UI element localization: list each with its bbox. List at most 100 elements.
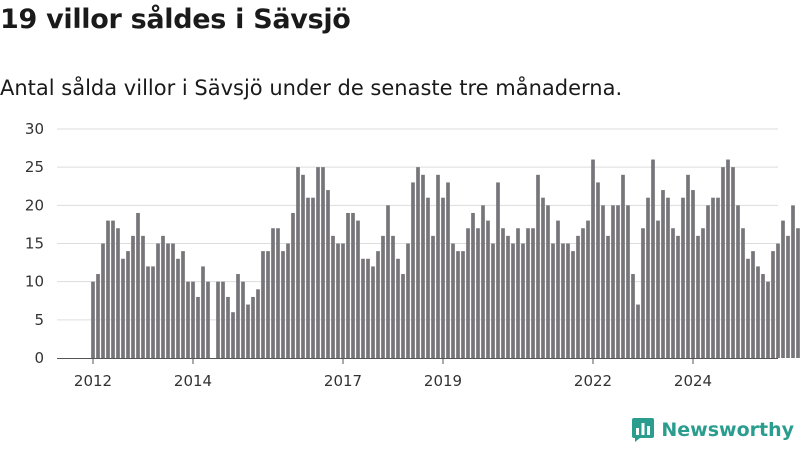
bar (706, 205, 710, 358)
bar (336, 243, 340, 358)
bar (121, 258, 125, 358)
bar (521, 243, 525, 358)
y-tick-label: 0 (34, 349, 44, 367)
bar (751, 251, 755, 358)
bar (736, 205, 740, 358)
bar (101, 243, 105, 358)
bar (411, 182, 415, 358)
bar (656, 220, 660, 358)
bar (406, 243, 410, 358)
bar (771, 251, 775, 358)
bar (576, 235, 580, 358)
bar (581, 228, 585, 358)
bar (106, 220, 110, 358)
bar (501, 228, 505, 358)
bar (341, 243, 345, 358)
bar (651, 159, 655, 358)
bar (296, 167, 300, 358)
bar (666, 197, 670, 358)
bar (476, 228, 480, 358)
bar (586, 220, 590, 358)
bar (371, 266, 375, 358)
bar (161, 235, 165, 358)
bar (236, 274, 240, 358)
bar (596, 182, 600, 358)
bar (191, 281, 195, 358)
bar (441, 197, 445, 358)
newsworthy-logo[interactable]: Newsworthy (631, 415, 794, 445)
bar (256, 289, 260, 358)
bar (226, 296, 230, 358)
brand-name: Newsworthy (661, 419, 794, 441)
bar (241, 281, 245, 358)
bar (331, 235, 335, 358)
bar (141, 235, 145, 358)
bar (431, 235, 435, 358)
bar (276, 228, 280, 358)
bar (96, 274, 100, 358)
bar (681, 197, 685, 358)
bar (206, 281, 210, 358)
bar (516, 228, 520, 358)
bar (726, 159, 730, 358)
bar (491, 243, 495, 358)
bar (186, 281, 190, 358)
bar (231, 312, 235, 358)
bar (356, 220, 360, 358)
bar (796, 228, 800, 358)
bar (91, 281, 95, 358)
bar (611, 205, 615, 358)
chart-subtitle: Antal sålda villor i Sävsjö under de sen… (0, 76, 623, 100)
bar (421, 174, 425, 358)
bar (711, 197, 715, 358)
bar (401, 274, 405, 358)
bar (511, 243, 515, 358)
bar (716, 197, 720, 358)
bar (136, 212, 140, 358)
bar (321, 167, 325, 358)
bar (251, 296, 255, 358)
bar (506, 235, 510, 358)
bar (571, 251, 575, 358)
bar (486, 220, 490, 358)
bar (326, 190, 330, 358)
bar (741, 228, 745, 358)
bar (546, 205, 550, 358)
bar (671, 228, 675, 358)
y-tick-label: 30 (25, 120, 44, 138)
bar (626, 205, 630, 358)
y-tick-label: 10 (25, 273, 44, 291)
bar (481, 205, 485, 358)
bar (306, 197, 310, 358)
bar (261, 251, 265, 358)
bar (701, 228, 705, 358)
x-tick-label: 2017 (324, 372, 362, 390)
bar (761, 274, 765, 358)
bar (156, 243, 160, 358)
bar (621, 174, 625, 358)
bar (446, 182, 450, 358)
chart-title: 19 villor såldes i Sävsjö (0, 4, 351, 35)
bar (451, 243, 455, 358)
bar (456, 251, 460, 358)
bar (116, 228, 120, 358)
bar (791, 205, 795, 358)
bar (391, 235, 395, 358)
bar (386, 205, 390, 358)
bar (351, 212, 355, 358)
bar (696, 235, 700, 358)
bar (346, 212, 350, 358)
bar (111, 220, 115, 358)
bar (416, 167, 420, 358)
bar (166, 243, 170, 358)
bar (646, 197, 650, 358)
bar (471, 212, 475, 358)
bar (526, 228, 530, 358)
x-axis-ticks: 2012 2014 2017 2019 2022 2024 (74, 358, 712, 390)
bar (606, 235, 610, 358)
y-tick-label: 25 (25, 158, 44, 176)
bar (551, 243, 555, 358)
bar (531, 228, 535, 358)
bar (686, 174, 690, 358)
